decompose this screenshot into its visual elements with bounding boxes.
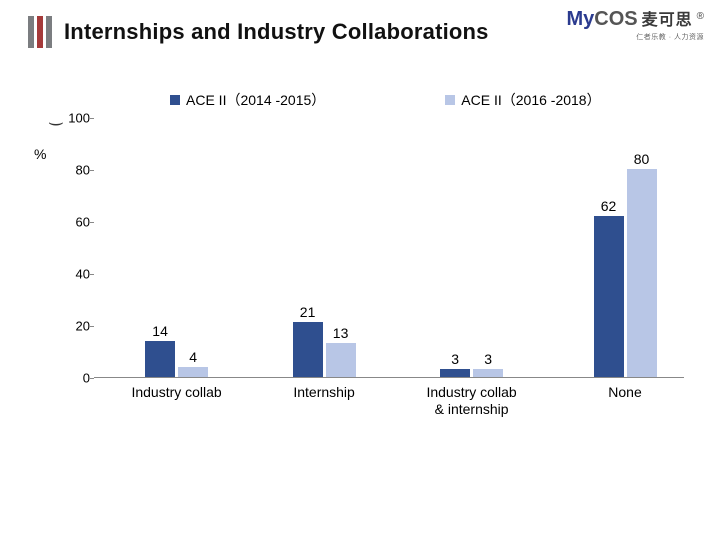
bar-value-label: 13: [321, 325, 361, 341]
x-tick-label: Industry collab: [97, 384, 257, 401]
bar: [145, 341, 175, 377]
y-tick-label: 20: [60, 319, 90, 334]
y-tick-label: 0: [60, 371, 90, 386]
brand-logo: MyCOS 麦可思 ® 仁者乐教 · 人力资源: [566, 6, 704, 42]
x-tick-label: None: [545, 384, 705, 401]
y-tick-label: 100: [60, 111, 90, 126]
x-tick-label: Internship: [244, 384, 404, 401]
bar-chart: 1442113336280 020406080100 Industry coll…: [64, 118, 684, 418]
y-tick-label: 80: [60, 163, 90, 178]
plot-area: 1442113336280 020406080100: [94, 118, 684, 378]
legend-swatch-icon: [445, 95, 455, 105]
y-tick-mark: [90, 170, 94, 171]
y-tick-label: 60: [60, 215, 90, 230]
page-title: Internships and Industry Collaborations: [64, 19, 489, 45]
bar-value-label: 62: [589, 198, 629, 214]
y-tick-mark: [90, 222, 94, 223]
title-stripes: [28, 16, 52, 48]
legend-item: ACE II（2014 -2015）: [170, 90, 325, 110]
legend-label: ACE II（2016 -2018）: [461, 90, 600, 110]
bar: [627, 169, 657, 377]
legend-swatch-icon: [170, 95, 180, 105]
bar: [594, 216, 624, 377]
y-axis-unit: %: [34, 146, 46, 162]
bar-value-label: 21: [288, 304, 328, 320]
registered-icon: ®: [697, 11, 704, 22]
bar: [293, 322, 323, 377]
stripe-icon: [46, 16, 52, 48]
legend-label: ACE II（2014 -2015）: [186, 90, 325, 110]
x-tick-label: Industry collab & internship: [392, 384, 552, 418]
logo-text: MyCOS: [566, 8, 637, 31]
bar: [440, 369, 470, 377]
title-block: Internships and Industry Collaborations: [28, 16, 489, 48]
logo-cn: 麦可思: [642, 6, 693, 30]
y-tick-mark: [90, 274, 94, 275]
bar-value-label: 80: [622, 151, 662, 167]
bar-value-label: 3: [468, 351, 508, 367]
bar: [178, 367, 208, 377]
y-tick-mark: [90, 378, 94, 379]
chart-legend: ACE II（2014 -2015） ACE II（2016 -2018）: [170, 90, 601, 110]
bar: [326, 343, 356, 377]
bar-value-label: 4: [173, 349, 213, 365]
y-tick-mark: [90, 326, 94, 327]
y-tick-mark: [90, 118, 94, 119]
stripe-icon: [37, 16, 43, 48]
legend-item: ACE II（2016 -2018）: [445, 90, 600, 110]
stripe-icon: [28, 16, 34, 48]
logo-subtext: 仁者乐教 · 人力资源: [636, 32, 704, 42]
bar: [473, 369, 503, 377]
slide: Internships and Industry Collaborations …: [0, 0, 720, 540]
bar-groups: 1442113336280: [94, 118, 684, 377]
y-tick-label: 40: [60, 267, 90, 282]
bar-value-label: 14: [140, 323, 180, 339]
